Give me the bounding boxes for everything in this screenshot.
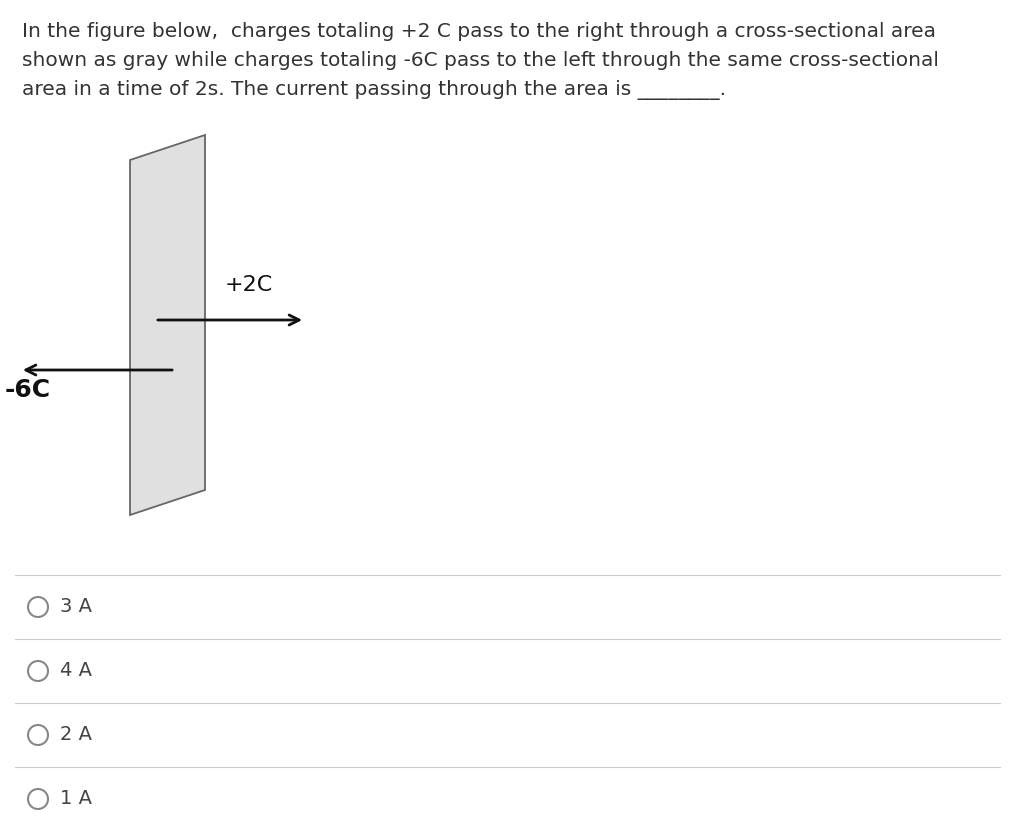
Text: In the figure below,  charges totaling +2 C pass to the right through a cross-se: In the figure below, charges totaling +2… [22, 22, 939, 100]
Text: 2 A: 2 A [60, 725, 92, 745]
Text: 1 A: 1 A [60, 789, 92, 809]
Text: +2C: +2C [225, 275, 274, 295]
Text: 3 A: 3 A [60, 597, 92, 617]
Text: 4 A: 4 A [60, 661, 92, 681]
Polygon shape [130, 135, 205, 515]
Text: -6C: -6C [5, 378, 52, 402]
